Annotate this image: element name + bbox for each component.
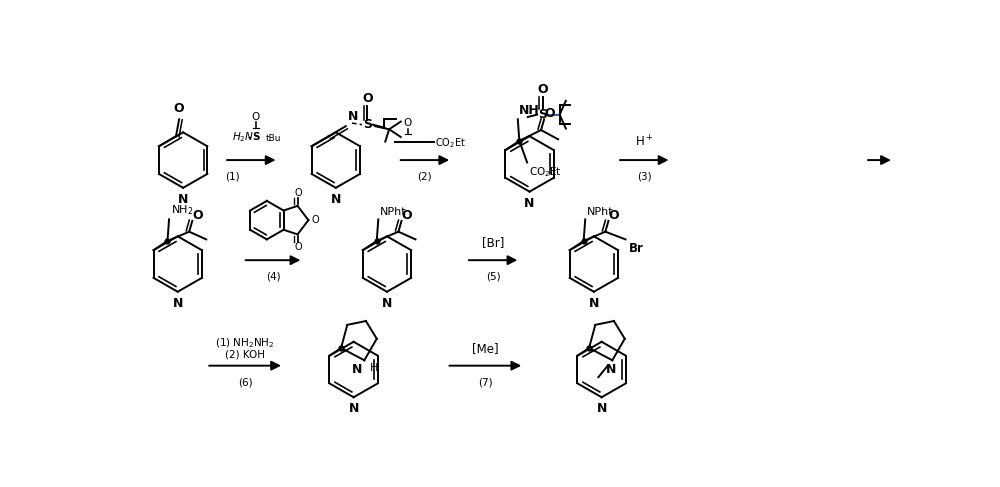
Text: N: N	[352, 363, 362, 375]
Text: O: O	[544, 107, 555, 120]
Text: NPht: NPht	[380, 207, 406, 217]
Text: N: N	[596, 402, 607, 415]
Text: $H_2N$: $H_2N$	[232, 130, 254, 144]
Text: Br: Br	[629, 242, 643, 255]
Text: O: O	[252, 112, 260, 122]
Text: N: N	[589, 297, 599, 310]
Text: (6): (6)	[238, 377, 252, 387]
Text: O: O	[362, 93, 373, 105]
Text: O: O	[174, 102, 184, 115]
Text: (3): (3)	[637, 171, 652, 182]
Text: (1): (1)	[225, 171, 239, 182]
Text: N: N	[524, 197, 535, 210]
Text: N: N	[348, 110, 358, 123]
Text: CO$_2$Et: CO$_2$Et	[529, 166, 562, 179]
Text: O: O	[312, 215, 319, 225]
Text: (1) NH$_2$NH$_2$: (1) NH$_2$NH$_2$	[215, 337, 275, 350]
Text: N: N	[348, 402, 359, 415]
Text: (5): (5)	[486, 272, 500, 282]
Text: (2) KOH: (2) KOH	[225, 350, 265, 359]
Text: O: O	[192, 209, 203, 222]
Text: N: N	[173, 297, 183, 310]
Text: O: O	[295, 242, 302, 252]
Text: N: N	[606, 363, 616, 375]
Text: [Br]: [Br]	[482, 236, 504, 249]
Text: S: S	[252, 132, 260, 142]
Text: NH$_2$: NH$_2$	[171, 203, 193, 217]
Text: S: S	[363, 118, 372, 131]
Text: CO$_2$Et: CO$_2$Et	[435, 136, 466, 150]
Text: O: O	[295, 188, 302, 198]
Text: O: O	[537, 83, 548, 96]
Text: N: N	[382, 297, 392, 310]
Text: H$^+$: H$^+$	[635, 134, 654, 150]
Text: (7): (7)	[478, 377, 493, 387]
Text: S: S	[538, 108, 547, 121]
Text: tBu: tBu	[265, 134, 281, 143]
Text: [Me]: [Me]	[472, 342, 499, 355]
Text: H: H	[370, 363, 378, 373]
Text: O: O	[608, 209, 619, 222]
Text: O: O	[404, 118, 412, 128]
Text: N: N	[331, 193, 341, 206]
Text: NPht: NPht	[587, 207, 613, 217]
Text: N: N	[178, 193, 188, 206]
Text: O: O	[402, 209, 412, 222]
Text: NH: NH	[519, 104, 540, 117]
Text: (2): (2)	[418, 171, 432, 182]
Text: (4): (4)	[266, 272, 280, 282]
